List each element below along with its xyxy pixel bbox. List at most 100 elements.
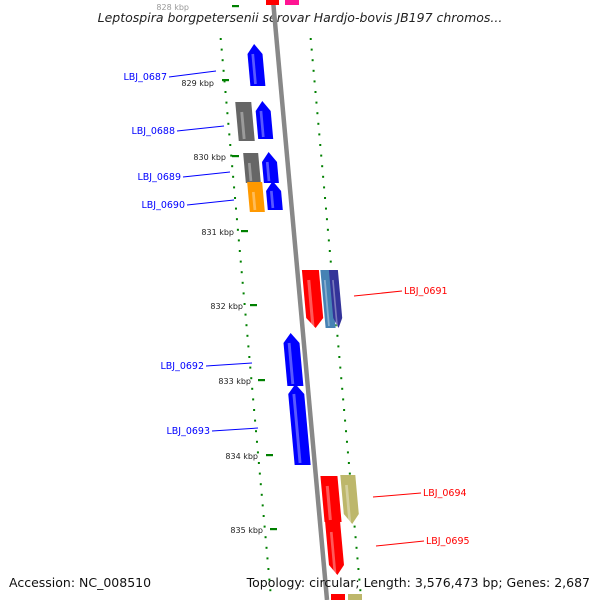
tick-label: 835 kbp [230, 526, 263, 535]
track-dot [310, 48, 313, 51]
track-dot [355, 546, 358, 549]
track-dot [229, 144, 232, 146]
track-dot [335, 324, 338, 327]
gene-lbj-0692 [283, 333, 304, 386]
track-dot [328, 250, 331, 252]
track-dot [224, 91, 227, 93]
track-dot [318, 133, 321, 136]
track-dot [253, 409, 256, 411]
gene-label[interactable]: LBJ_0689 [137, 172, 181, 183]
track-dot [240, 271, 243, 274]
khaki-feature-shading [345, 484, 352, 523]
gene-lbj-0693 [288, 384, 311, 465]
navy-feature [328, 270, 343, 328]
tick-mark [250, 304, 257, 307]
gene-label-leader [168, 70, 217, 78]
tick-mark [266, 454, 273, 457]
track-dot [258, 472, 261, 475]
track-dot [345, 440, 348, 443]
track-dot [231, 165, 234, 168]
gene-label-leader [375, 540, 425, 547]
track-dot [265, 546, 268, 549]
track-dot [313, 80, 316, 83]
tick-label: 828 kbp [156, 3, 189, 12]
orange-feature-shading [251, 191, 257, 211]
gene-label[interactable]: LBJ_0688 [131, 126, 175, 137]
reverse-strand-feature [266, 0, 279, 5]
accession-text: Accession: NC_008510 [9, 575, 152, 590]
track-dot [315, 101, 318, 104]
gene-label[interactable]: LBJ_0690 [141, 200, 185, 211]
track-dot [242, 292, 245, 295]
gene-lbj-0687-shading [251, 53, 257, 85]
track-dot [354, 536, 357, 539]
gray-feature-shading [247, 162, 253, 182]
track-dot [340, 377, 343, 380]
track-dot [263, 525, 266, 528]
gene-labels: LBJ_0687 LBJ_0688 LBJ_0689 LBJ_0690 LBJ_0691… [123, 70, 470, 547]
track-dot [327, 239, 330, 242]
gene-label-leader [205, 362, 253, 367]
navy-feature-shading [332, 279, 338, 327]
gene-label[interactable]: LBJ_0692 [160, 361, 204, 372]
gray-feature [243, 153, 261, 183]
track-dot [320, 154, 323, 157]
gene-lbj-0692-shading [287, 342, 295, 385]
gene-lbj-0688-shading [259, 110, 265, 138]
track-dot [261, 504, 264, 507]
tick-mark [270, 528, 277, 531]
track-dot [268, 578, 271, 581]
track-dot [267, 568, 270, 570]
gene-label-leader [372, 492, 422, 498]
track-dot [325, 218, 328, 221]
track-dot [249, 366, 252, 369]
gene-lbj-0689-shading [265, 161, 271, 182]
gene-lbj-0694 [320, 476, 342, 522]
track-dot [250, 377, 253, 380]
tick-mark [258, 379, 265, 382]
gene-label[interactable]: LBJ_0691 [404, 286, 448, 297]
track-dot [251, 387, 254, 390]
gene-label[interactable]: LBJ_0694 [423, 488, 467, 499]
track-dot [356, 557, 359, 560]
tick-label: 831 kbp [201, 228, 234, 237]
track-dot [220, 48, 223, 51]
gene-lbj-0690-shading [270, 190, 275, 209]
gene-lbj-0695 [325, 522, 344, 575]
gene-label[interactable]: LBJ_0693 [166, 426, 210, 437]
tick-mark [241, 230, 248, 233]
track-dot [329, 260, 332, 263]
tick-label: 832 kbp [210, 302, 243, 311]
track-dot [222, 69, 225, 72]
track-dot [234, 197, 237, 199]
tick-label: 833 kbp [218, 377, 251, 386]
top-edge-features [266, 0, 299, 5]
gene-label[interactable]: LBJ_0695 [426, 536, 470, 547]
track-dot [230, 154, 233, 157]
steel-feature [320, 270, 336, 328]
gene-features [235, 44, 359, 575]
track-dot [235, 218, 238, 221]
chromosome-title: Leptospira borgpetersenii serovar Hardjo… [97, 10, 503, 25]
track-dot [237, 239, 240, 242]
gene-label[interactable]: LBJ_0687 [123, 72, 167, 83]
gray-feature-shading [240, 111, 246, 140]
bottom-edge-features [331, 594, 362, 600]
tick-mark [232, 5, 239, 8]
track-dot [260, 493, 263, 496]
track-dot [248, 356, 251, 358]
gene-lbj-0690 [266, 181, 283, 210]
track-dot [266, 557, 269, 560]
gene-lbj-0693-shading [292, 393, 302, 464]
khaki-feature [348, 594, 362, 600]
track-dot [323, 186, 326, 189]
track-dot [233, 186, 236, 189]
track-dot [262, 515, 265, 517]
tick-label: 829 kbp [181, 79, 214, 88]
track-dot [344, 419, 347, 422]
track-dot [236, 228, 239, 231]
track-dot [359, 589, 362, 592]
gene-label-leader [211, 427, 259, 432]
